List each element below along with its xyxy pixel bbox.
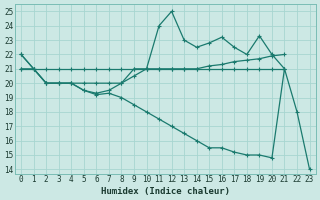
X-axis label: Humidex (Indice chaleur): Humidex (Indice chaleur) bbox=[101, 187, 230, 196]
